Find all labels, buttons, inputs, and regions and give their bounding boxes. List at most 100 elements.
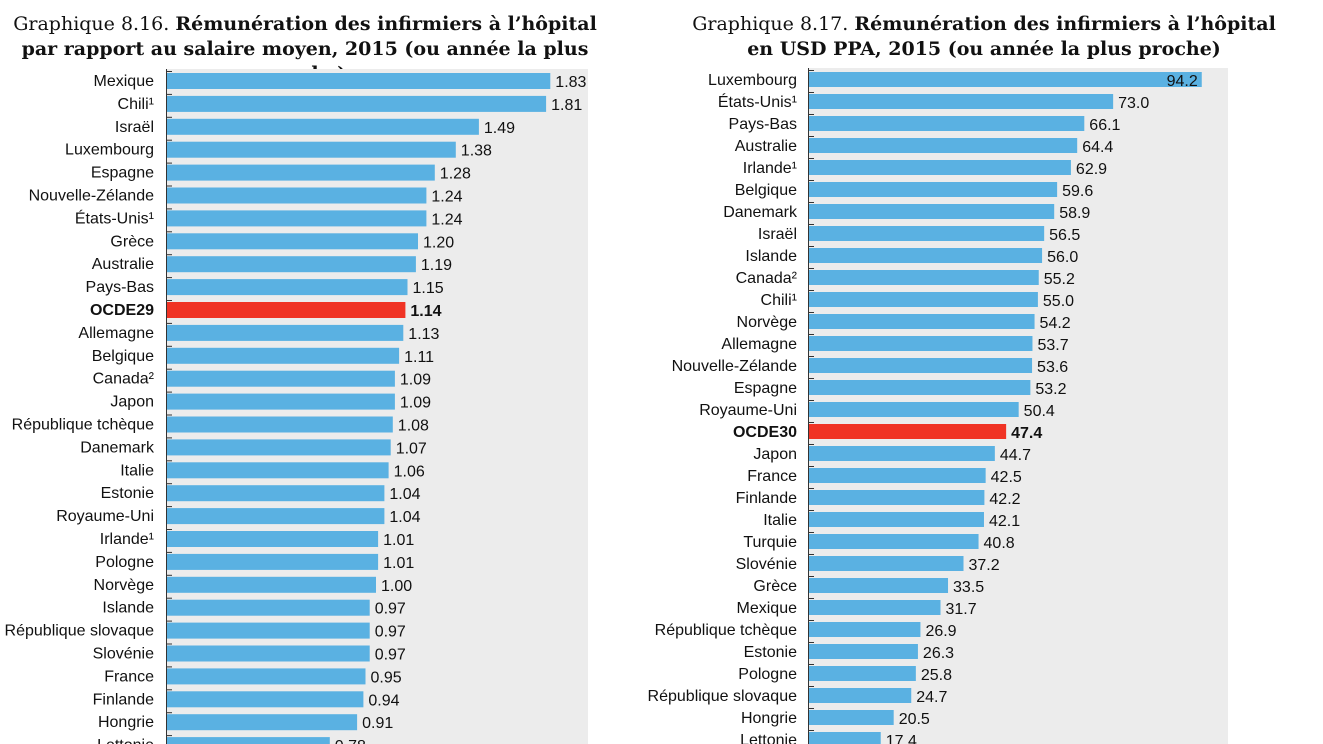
value-label-turquie: 40.8	[984, 535, 1015, 552]
category-label-pays-bas: Pays-Bas	[86, 279, 154, 296]
category-label-estonie: Estonie	[744, 644, 797, 661]
bar-republique-tcheque	[166, 416, 393, 433]
bar-turquie	[808, 534, 979, 549]
category-label-irlande: Irlande¹	[743, 160, 797, 177]
category-label-slovenie: Slovénie	[93, 646, 154, 663]
value-label-irlande: 1.01	[383, 532, 414, 549]
value-label-finlande: 42.2	[989, 491, 1020, 508]
value-label-pays-bas: 66.1	[1089, 117, 1120, 134]
value-label-grece: 33.5	[953, 579, 984, 596]
bar-irlande	[808, 160, 1071, 175]
bar-republique-slovaque	[166, 622, 370, 639]
bar-pays-bas	[166, 279, 408, 296]
category-label-japon: Japon	[110, 394, 154, 411]
chart-title: Graphique 8.17. Rémunération des infirmi…	[645, 12, 1323, 62]
category-label-finlande: Finlande	[93, 691, 154, 708]
category-label-irlande: Irlande¹	[100, 531, 154, 548]
category-label-nouvelle-zelande: Nouvelle-Zélande	[29, 188, 155, 205]
category-label-royaume-uni: Royaume-Uni	[699, 402, 797, 419]
value-label-etats-unis: 73.0	[1118, 95, 1149, 112]
value-label-danemark: 1.07	[396, 440, 427, 457]
category-label-italie: Italie	[763, 512, 797, 529]
category-label-luxembourg: Luxembourg	[708, 72, 797, 89]
chart-title-prefix: Graphique 8.16.	[13, 13, 170, 35]
bar-espagne	[166, 164, 435, 181]
category-label-republique-slovaque: République slovaque	[648, 688, 798, 705]
bar-republique-slovaque	[808, 688, 912, 703]
value-label-royaume-uni: 50.4	[1024, 403, 1055, 420]
bar-republique-tcheque	[808, 622, 921, 637]
category-label-danemark: Danemark	[80, 439, 155, 456]
value-label-canada: 55.2	[1044, 271, 1075, 288]
category-label-finlande: Finlande	[736, 490, 797, 507]
category-label-chili: Chili¹	[761, 292, 797, 309]
category-label-republique-tcheque: République tchèque	[12, 417, 154, 434]
category-label-etats-unis: États-Unis¹	[718, 92, 797, 111]
bar-norvege	[166, 576, 376, 593]
bar-lettonie	[808, 732, 881, 744]
bar-slovenie	[166, 645, 370, 662]
bar-estonie	[166, 485, 385, 502]
category-label-estonie: Estonie	[101, 485, 154, 502]
value-label-italie: 42.1	[989, 513, 1020, 530]
category-label-espagne: Espagne	[734, 380, 797, 397]
bar-chili	[808, 292, 1038, 307]
category-label-grece: Grèce	[110, 233, 154, 250]
value-label-luxembourg: 1.38	[461, 143, 492, 160]
category-label-pays-bas: Pays-Bas	[729, 116, 797, 133]
bar-pays-bas	[808, 116, 1085, 131]
category-label-allemagne: Allemagne	[78, 325, 154, 342]
bar-grece	[808, 578, 949, 593]
category-label-norvege: Norvège	[737, 314, 798, 331]
bar-hongrie	[808, 710, 894, 725]
category-label-pologne: Pologne	[738, 666, 797, 683]
category-label-france: France	[747, 468, 797, 485]
chart-title-line2: en USD PPA, 2015 (ou année la plus proch…	[747, 38, 1221, 60]
bar-israel	[808, 226, 1045, 241]
value-label-belgique: 1.11	[404, 349, 434, 366]
category-label-danemark: Danemark	[723, 204, 798, 221]
value-label-japon: 44.7	[1000, 447, 1031, 464]
bar-irlande	[166, 531, 379, 547]
bar-mexique	[808, 600, 941, 615]
value-label-canada: 1.09	[400, 372, 431, 389]
value-label-pologne: 25.8	[921, 667, 952, 684]
bar-ocde30	[808, 424, 1007, 439]
bar-hongrie	[166, 714, 358, 731]
bar-luxembourg	[166, 141, 456, 158]
value-label-pays-bas: 1.15	[413, 280, 444, 297]
bar-belgique	[808, 182, 1058, 197]
bar-france	[166, 668, 366, 685]
category-label-france: France	[104, 668, 154, 685]
category-label-canada: Canada²	[736, 270, 798, 287]
value-label-france: 0.95	[371, 669, 402, 686]
value-label-mexique: 31.7	[946, 601, 977, 618]
value-label-allemagne: 53.7	[1037, 337, 1068, 354]
category-label-hongrie: Hongrie	[98, 714, 154, 731]
value-label-italie: 1.06	[394, 463, 425, 480]
value-label-danemark: 58.9	[1059, 205, 1090, 222]
value-label-estonie: 1.04	[389, 486, 420, 503]
chart-title-prefix: Graphique 8.17.	[692, 13, 849, 35]
value-label-espagne: 1.28	[440, 166, 471, 183]
bar-mexique	[166, 73, 551, 89]
chart-remuneration-usd-ppa: Graphique 8.17. Rémunération des infirmi…	[645, 0, 1323, 744]
category-label-japon: Japon	[753, 446, 797, 463]
bar-luxembourg	[808, 72, 1202, 87]
value-label-slovenie: 37.2	[968, 557, 999, 574]
category-label-espagne: Espagne	[91, 165, 154, 182]
category-label-pologne: Pologne	[95, 554, 154, 571]
value-label-france: 42.5	[991, 469, 1022, 486]
value-label-ocde30: 47.4	[1011, 425, 1042, 442]
category-label-allemagne: Allemagne	[721, 336, 797, 353]
category-label-israel: Israël	[758, 226, 797, 243]
bar-allemagne	[166, 324, 404, 341]
category-label-grece: Grèce	[753, 578, 797, 595]
category-label-norvege: Norvège	[94, 577, 155, 594]
category-label-turquie: Turquie	[743, 534, 797, 551]
value-label-luxembourg: 94.2	[1167, 73, 1198, 90]
bar-finlande	[808, 490, 985, 505]
bar-grece	[166, 233, 418, 250]
category-label-belgique: Belgique	[92, 348, 154, 365]
bar-australie	[166, 256, 416, 273]
